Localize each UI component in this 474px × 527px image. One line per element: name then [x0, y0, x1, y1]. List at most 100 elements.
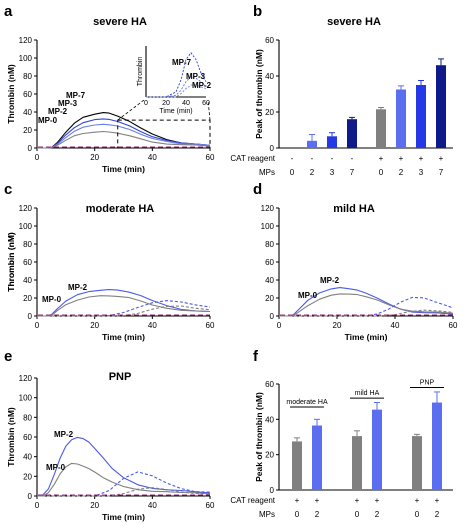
mps-value-f-1: 2 — [315, 510, 320, 519]
bar-f-0 — [292, 441, 302, 490]
zoom-region — [117, 119, 211, 149]
cat-reagent-sign-b-3: - — [351, 154, 354, 163]
y-tick-label-a: 20 — [23, 126, 32, 135]
curve-label-d-mp-2: MP-2 — [320, 276, 340, 285]
y-tick-label-d: 40 — [265, 276, 274, 285]
y-tick-label-b: 0 — [270, 144, 275, 153]
y-tick-label-c: 20 — [23, 294, 32, 303]
mps-value-f-3: 2 — [375, 510, 380, 519]
mps-value-f-5: 2 — [435, 510, 440, 519]
x-tick-label-c: 0 — [35, 321, 40, 330]
chart-title-d: mild HA — [333, 203, 375, 215]
y-axis-label-a: Thrombin (nM) — [6, 64, 16, 124]
inset-curve-label-mp-2: MP-2 — [192, 81, 212, 90]
x-tick-label-a: 40 — [148, 153, 157, 162]
y-tick-label-a: 80 — [23, 72, 32, 81]
y-tick-label-c: 60 — [23, 258, 32, 267]
y-tick-label-b: 20 — [265, 108, 274, 117]
y-tick-label-d: 80 — [265, 240, 274, 249]
y-tick-label-e: 0 — [28, 492, 33, 501]
bar-b-5 — [396, 89, 406, 148]
series-line-a-mp-3 — [37, 118, 211, 149]
y-tick-label-a: 120 — [19, 36, 33, 45]
series-line-d-mp-2 — [279, 287, 454, 317]
inset-x-tick-label: 40 — [182, 100, 190, 107]
y-axis-label-d: Thrombin (nM) — [6, 232, 16, 292]
x-axis-label-a: Time (min) — [102, 164, 145, 174]
series-line-a-mp-7 — [37, 112, 211, 149]
bar-f-5 — [432, 402, 442, 490]
series-line-e-mp-2 — [36, 436, 211, 497]
group-label-f-2: PNP — [420, 380, 435, 387]
y-tick-label-f: 60 — [265, 380, 274, 389]
y-tick-label-d: 60 — [265, 258, 274, 267]
x-tick-label-e: 0 — [35, 501, 40, 510]
y-axis-label-c: Thrombin (nM) — [6, 232, 16, 292]
series-line-e-mp-0 — [37, 462, 211, 497]
series-line-a-mp-0 — [37, 130, 211, 149]
inset-y-axis-label: Thrombin — [137, 57, 144, 87]
curve-label-a-mp-3: MP-3 — [58, 99, 78, 108]
x-tick-label-d: 60 — [449, 321, 458, 330]
cat-reagent-sign-f-1: + — [315, 496, 320, 505]
panel-label-f: f — [253, 348, 259, 365]
x-tick-label-c: 20 — [90, 321, 99, 330]
series-line-c-mp-2-dashed- — [37, 300, 211, 317]
bar-b-3 — [347, 119, 357, 148]
y-tick-label-c: 80 — [23, 240, 32, 249]
inset-background — [146, 46, 206, 97]
series-line-c-mp-2 — [37, 289, 211, 317]
cat-reagent-sign-f-4: + — [415, 496, 420, 505]
y-tick-label-d: 120 — [261, 204, 275, 213]
cat-reagent-sign-b-2: - — [331, 154, 334, 163]
inset-curve-label-mp-3: MP-3 — [186, 72, 206, 81]
x-tick-label-d: 20 — [333, 321, 342, 330]
bar-f-3 — [372, 409, 382, 490]
y-tick-label-b: 40 — [265, 72, 274, 81]
cat-reagent-sign-b-6: + — [419, 154, 424, 163]
zoom-connector — [207, 99, 211, 121]
mps-value-f-2: 0 — [355, 510, 360, 519]
panel-label-c: c — [4, 181, 12, 198]
y-tick-label-d: 0 — [270, 312, 275, 321]
curve-label-c-mp-0: MP-0 — [42, 295, 62, 304]
bar-b-6 — [416, 85, 426, 148]
curve-label-a-mp-7: MP-7 — [66, 91, 86, 100]
group-label-f-1: mild HA — [355, 390, 380, 397]
x-axis-label-d: Time (min) — [345, 332, 388, 342]
bar-b-4 — [376, 109, 386, 148]
curve-label-e-mp-2: MP-2 — [54, 430, 74, 439]
x-tick-label-a: 0 — [35, 153, 40, 162]
y-tick-label-a: 60 — [23, 90, 32, 99]
x-tick-label-c: 40 — [148, 321, 157, 330]
y-axis-label-e: Thrombin (nM) — [6, 407, 16, 467]
y-tick-label-c: 120 — [19, 204, 33, 213]
bar-b-7 — [436, 65, 446, 148]
chart-title-e: PNP — [109, 371, 132, 383]
mps-value-b-7: 7 — [439, 168, 444, 177]
cat-reagent-sign-b-7: + — [439, 154, 444, 163]
y-tick-label-e: 120 — [19, 374, 33, 383]
cat-reagent-sign-f-0: + — [295, 496, 300, 505]
y-tick-label-a: 40 — [23, 108, 32, 117]
bar-b-1 — [307, 140, 317, 148]
y-tick-label-a: 100 — [19, 54, 33, 63]
curve-label-c-mp-2: MP-2 — [68, 283, 88, 292]
cat-reagent-sign-b-1: - — [311, 154, 314, 163]
panel-label-b: b — [253, 3, 262, 20]
inset-x-axis-label: Time (min) — [159, 108, 192, 115]
chart-title-b: severe HA — [327, 16, 381, 28]
mps-value-f-0: 0 — [295, 510, 300, 519]
mps-value-b-3: 7 — [350, 168, 355, 177]
curve-label-d-mp-0: MP-0 — [298, 291, 318, 300]
y-tick-label-b: 60 — [265, 36, 274, 45]
x-tick-label-c: 60 — [206, 321, 215, 330]
series-line-a-mp-2 — [37, 123, 211, 149]
series-line-c-mp-0 — [37, 295, 211, 317]
y-tick-label-c: 40 — [23, 276, 32, 285]
series-line-e-mp-2-dashed- — [37, 471, 211, 497]
y-axis-label-f: Peak of thrombin (nM) — [254, 392, 264, 482]
x-tick-label-e: 60 — [206, 501, 215, 510]
panel-label-e: e — [4, 348, 12, 365]
x-tick-label-e: 20 — [90, 501, 99, 510]
